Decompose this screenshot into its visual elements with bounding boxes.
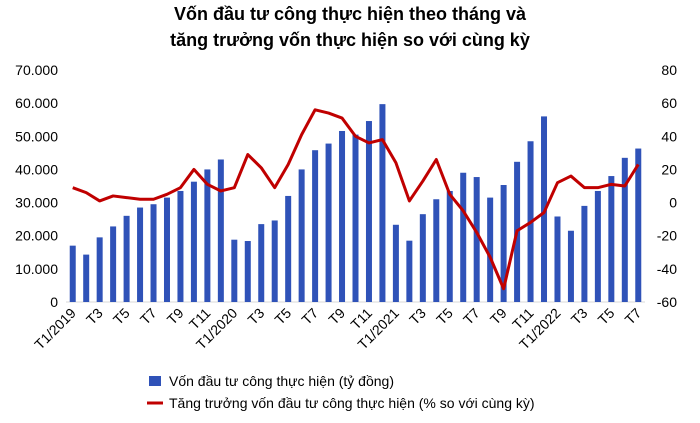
bar: [365, 121, 372, 302]
bar: [244, 241, 251, 302]
x-tick-label: T3: [406, 305, 429, 328]
y-tick-label: 10.000: [15, 261, 58, 277]
bar: [352, 134, 359, 302]
y-tick-label: 0: [50, 294, 58, 310]
line: [72, 108, 640, 291]
bar: [96, 237, 103, 302]
bar: [312, 150, 319, 302]
y2-tick-label: -20: [657, 228, 677, 244]
bar: [258, 224, 265, 302]
x-tick-label: T1/2019: [31, 305, 79, 353]
x-tick-label: T5: [271, 305, 294, 328]
x-tick-label: T5: [110, 305, 133, 328]
x-tick-label: T7: [298, 305, 321, 328]
bar: [594, 190, 601, 302]
bar: [460, 172, 467, 302]
bar: [150, 204, 157, 302]
legend-label: Vốn đầu tư công thực hiện (tỷ đồng): [169, 373, 394, 389]
y2-tick-label: 20: [661, 161, 677, 177]
bar: [621, 157, 628, 302]
y-tick-label: 20.000: [15, 228, 58, 244]
x-tick-label: T3: [568, 305, 591, 328]
bar: [339, 130, 346, 302]
bar: [137, 207, 144, 302]
bar: [581, 205, 588, 302]
bar: [204, 169, 211, 302]
bar: [110, 226, 117, 302]
bar: [231, 239, 238, 302]
bar: [433, 199, 440, 302]
y-tick-label: 60.000: [15, 95, 58, 111]
bar: [298, 169, 305, 302]
legend-swatch: [149, 376, 161, 386]
bar: [271, 220, 278, 302]
bar: [83, 254, 90, 302]
y2-tick-label: 80: [661, 62, 677, 78]
bar: [473, 177, 480, 302]
bar: [487, 197, 494, 302]
bar: [608, 176, 615, 302]
bar: [392, 224, 399, 302]
chart-title: tăng trưởng vốn thực hiện so với cùng kỳ: [170, 30, 530, 50]
bar: [217, 159, 224, 302]
legend-label: Tăng trưởng vốn đầu tư công thực hiện (%…: [169, 395, 535, 411]
y2-tick-label: -60: [657, 294, 677, 310]
y2-tick-label: 60: [661, 95, 677, 111]
bar: [163, 197, 170, 302]
x-tick-label: T7: [137, 305, 160, 328]
bar: [177, 190, 184, 302]
bar: [123, 215, 130, 302]
x-tick-label: T7: [460, 305, 483, 328]
bar: [554, 216, 561, 302]
chart-title: Vốn đầu tư công thực hiện theo tháng và: [174, 4, 527, 24]
y-tick-label: 50.000: [15, 128, 58, 144]
x-tick-label: T3: [244, 305, 267, 328]
bar: [69, 245, 76, 302]
bar: [567, 230, 574, 302]
x-tick-label: T9: [487, 305, 510, 328]
bar: [446, 190, 453, 302]
y-tick-label: 40.000: [15, 161, 58, 177]
bar: [635, 148, 642, 302]
bar: [285, 195, 292, 302]
y2-tick-label: 40: [661, 128, 677, 144]
x-tick-label: T9: [325, 305, 348, 328]
x-tick-label: T7: [622, 305, 645, 328]
bar: [500, 185, 507, 302]
x-tick-label: T5: [595, 305, 618, 328]
x-tick-label: T3: [83, 305, 106, 328]
bar: [406, 240, 413, 302]
y-tick-label: 70.000: [15, 62, 58, 78]
bar: [325, 143, 332, 302]
y-tick-label: 30.000: [15, 195, 58, 211]
y2-tick-label: 0: [669, 195, 677, 211]
bar: [419, 214, 426, 302]
bar: [190, 181, 197, 302]
bar: [379, 104, 386, 302]
x-tick-label: T9: [164, 305, 187, 328]
x-tick-label: T5: [433, 305, 456, 328]
y2-tick-label: -40: [657, 261, 677, 277]
